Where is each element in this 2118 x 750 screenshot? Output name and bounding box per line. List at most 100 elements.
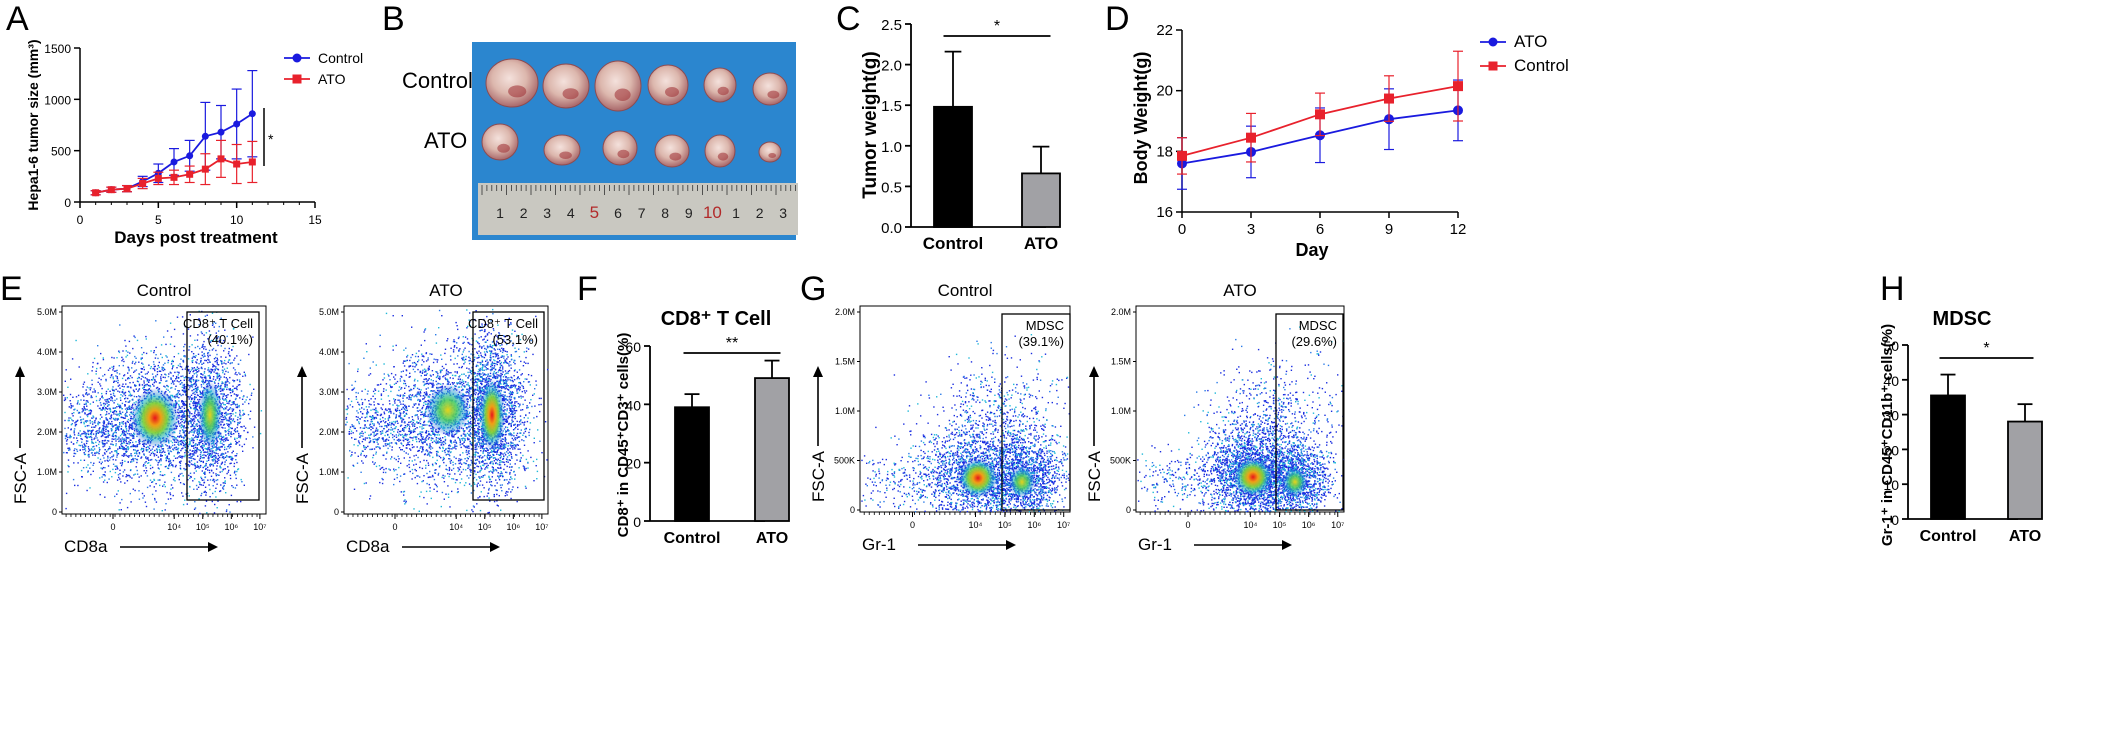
event-dot <box>239 418 241 420</box>
event-dot <box>82 467 85 469</box>
event-dot <box>217 462 219 464</box>
x-tick-label: 0 <box>1178 221 1186 238</box>
event-dot <box>224 446 226 448</box>
event-dot <box>199 460 202 463</box>
event-dot <box>223 453 225 455</box>
event-dot <box>212 347 215 350</box>
event-dot <box>102 481 105 483</box>
event-dot <box>221 415 224 417</box>
event-dot <box>473 489 475 492</box>
event-dot <box>228 428 230 431</box>
event-dot <box>142 443 144 445</box>
event-dot <box>184 499 186 501</box>
event-dot <box>116 438 118 440</box>
event-dot <box>244 375 247 377</box>
event-dot <box>208 369 210 371</box>
x-tick-label: 12 <box>1450 221 1467 238</box>
event-dot <box>155 483 157 485</box>
event-dot <box>466 437 469 439</box>
event-dot <box>128 433 130 435</box>
event-dot <box>107 436 109 438</box>
event-dot <box>113 402 115 404</box>
density-core <box>198 381 222 449</box>
event-dot <box>95 433 97 436</box>
event-dot <box>205 463 207 465</box>
event-dot <box>417 416 419 418</box>
event-dot <box>133 437 135 439</box>
event-dot <box>242 409 244 412</box>
event-dot <box>112 458 114 461</box>
event-dot <box>182 413 184 416</box>
event-dot <box>140 456 143 458</box>
event-dot <box>203 340 205 343</box>
event-dot <box>211 368 213 371</box>
event-dot <box>99 383 101 385</box>
event-dot <box>183 401 185 403</box>
event-dot <box>178 407 180 410</box>
event-dot <box>224 482 226 484</box>
event-dot <box>470 448 473 450</box>
event-dot <box>183 385 185 387</box>
event-dot <box>119 434 122 437</box>
event-dot <box>102 421 104 423</box>
event-dot <box>85 403 87 405</box>
event-dot <box>96 430 98 432</box>
event-dot <box>164 386 166 388</box>
event-dot <box>189 485 191 488</box>
event-dot <box>83 395 85 398</box>
event-dot <box>230 422 232 425</box>
event-dot <box>185 433 187 435</box>
event-dot <box>209 334 211 336</box>
event-dot <box>153 368 156 370</box>
event-dot <box>77 434 79 436</box>
event-dot <box>191 367 193 369</box>
event-dot <box>145 446 147 449</box>
event-dot <box>72 405 74 407</box>
event-dot <box>221 462 223 464</box>
event-dot <box>192 370 194 373</box>
event-dot <box>125 379 127 381</box>
event-dot <box>194 416 196 418</box>
event-dot <box>177 403 180 406</box>
event-dot <box>109 367 111 370</box>
event-dot <box>128 437 130 439</box>
event-dot <box>222 439 224 441</box>
event-dot <box>427 438 430 440</box>
event-dot <box>481 468 483 470</box>
event-dot <box>152 361 155 363</box>
event-dot <box>212 363 214 366</box>
event-dot <box>393 478 396 480</box>
event-dot <box>179 464 182 467</box>
event-dot <box>125 422 127 424</box>
event-dot <box>203 457 205 459</box>
event-dot <box>172 366 174 368</box>
event-dot <box>87 430 89 433</box>
event-dot <box>213 381 216 383</box>
event-dot <box>144 462 146 464</box>
event-dot <box>89 419 91 422</box>
event-dot <box>129 492 131 495</box>
event-dot <box>220 437 223 440</box>
event-dot <box>184 325 186 328</box>
event-dot <box>175 378 177 380</box>
event-dot <box>189 449 191 451</box>
event-dot <box>240 426 242 428</box>
event-dot <box>222 382 224 384</box>
event-dot <box>231 433 233 435</box>
event-dot <box>123 375 125 377</box>
event-dot <box>190 400 192 403</box>
event-dot <box>194 464 196 466</box>
event-dot <box>204 381 207 383</box>
event-dot <box>465 381 467 383</box>
event-dot <box>97 345 99 347</box>
event-dot <box>175 401 177 403</box>
event-dot <box>229 416 231 418</box>
event-dot <box>195 381 197 383</box>
event-dot <box>232 450 234 452</box>
event-dot <box>141 353 143 356</box>
gate-percent: (40.1%) <box>207 332 253 347</box>
event-dot <box>84 420 87 422</box>
event-dot <box>225 437 227 439</box>
event-dot <box>422 427 425 429</box>
event-dot <box>122 447 124 449</box>
